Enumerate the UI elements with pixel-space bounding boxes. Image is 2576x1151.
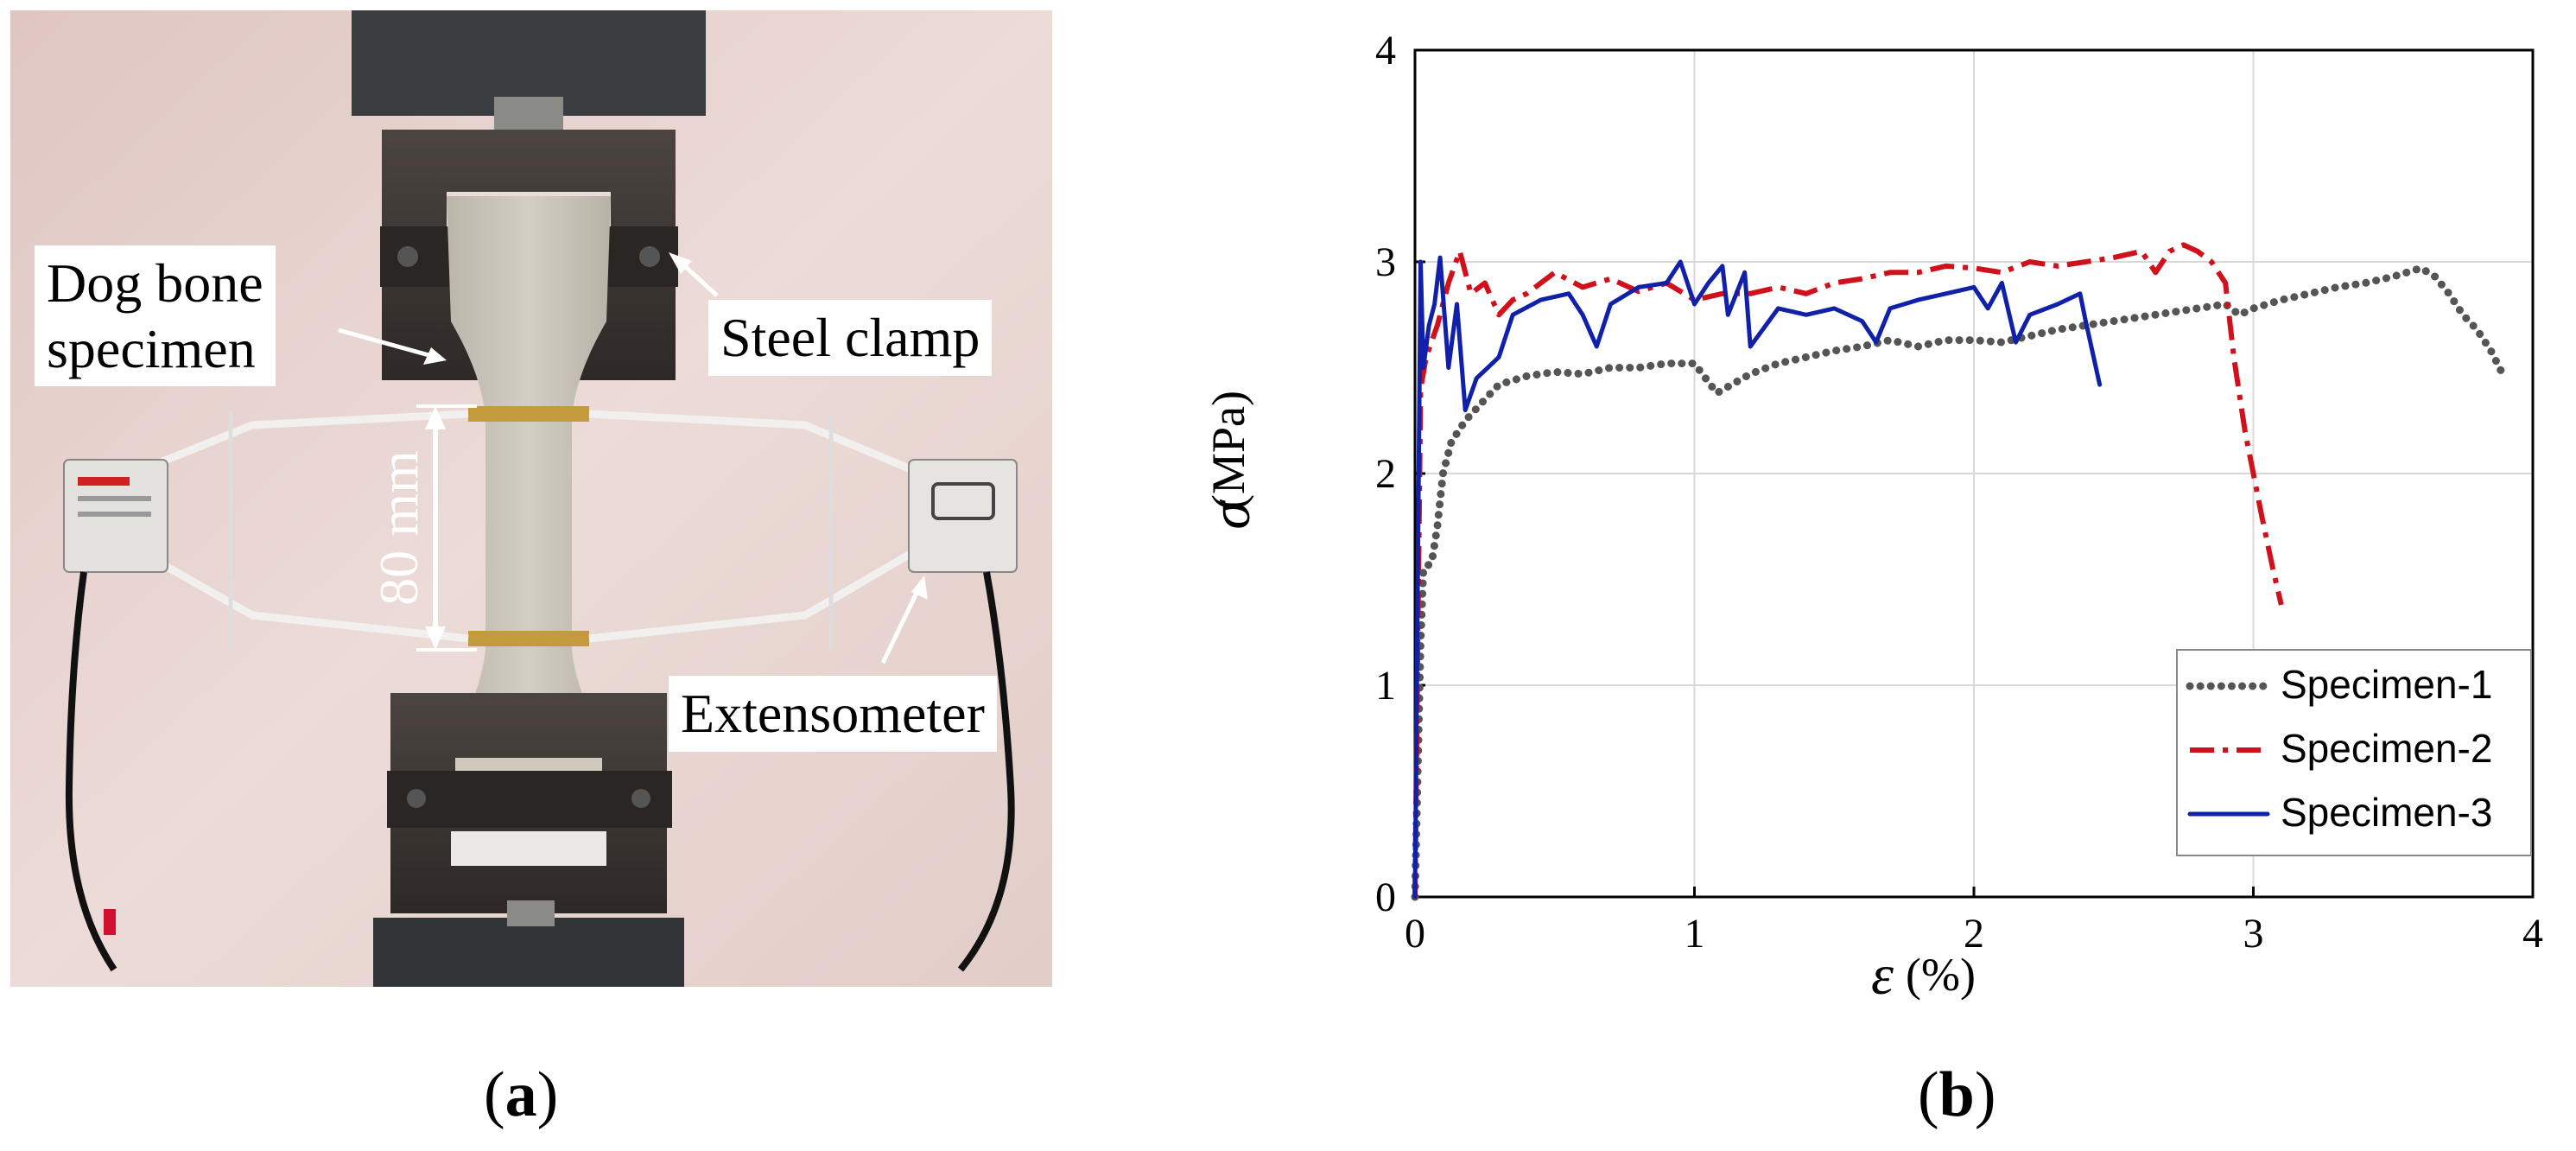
- x-tick-label: 4: [2522, 911, 2543, 957]
- upper-knife-edge: [468, 406, 589, 422]
- tick-labels: 0 1 2 3 4 0 1 2 3 4: [1375, 28, 2543, 957]
- extensometer-right: [908, 459, 1018, 573]
- legend-label-specimen-3: Specimen-3: [2281, 790, 2492, 835]
- label-dog-bone-specimen: Dog bone specimen: [35, 245, 276, 387]
- series: [1411, 242, 2509, 901]
- x-tick-label: 1: [1685, 911, 1705, 957]
- y-tick-label: 4: [1375, 28, 1396, 73]
- cable-right: [957, 571, 1015, 972]
- label-steel-clamp: Steel clamp: [708, 300, 993, 376]
- axes: [1413, 48, 2535, 899]
- extensometer-left: [63, 459, 168, 573]
- caption-a: (a): [484, 1059, 559, 1130]
- y-tick-label: 2: [1375, 451, 1396, 497]
- legend-label-specimen-2: Specimen-2: [2281, 726, 2492, 771]
- y-axis-unit: (MPa): [1202, 391, 1254, 510]
- x-axis-unit: (%): [1906, 949, 1976, 1001]
- cable-left: [65, 571, 117, 972]
- lower-knife-edge: [468, 631, 589, 646]
- label-dog-bone-line-2: specimen: [47, 317, 256, 379]
- y-axis-symbol: σ: [1199, 499, 1262, 530]
- caption-b-letter: b: [1938, 1059, 1975, 1130]
- series-line-specimen-1: [1411, 264, 2509, 901]
- legend-label-specimen-1: Specimen-1: [2281, 662, 2492, 707]
- annotation-pointers: [338, 252, 928, 665]
- label-dog-bone-line-1: Dog bone: [47, 252, 263, 314]
- label-extensometer: Extensometer: [669, 676, 997, 752]
- y-tick-label: 1: [1375, 663, 1396, 709]
- legend: Specimen-1 Specimen-2 Specimen-3: [2176, 649, 2532, 856]
- test-setup-photo: Dog bone specimen Steel clamp Extensomet…: [10, 10, 1052, 987]
- x-tick-label: 3: [2243, 911, 2264, 957]
- lower-steel-clamp: [387, 693, 672, 913]
- y-tick-label: 0: [1375, 874, 1396, 920]
- x-axis-symbol: ε: [1871, 944, 1894, 1007]
- series-line-specimen-3: [1412, 255, 2103, 900]
- x-tick-label: 0: [1405, 911, 1425, 957]
- bottom-grip: [373, 918, 684, 987]
- test-setup-illustration: [10, 10, 1052, 987]
- series-line-specimen-2: [1412, 242, 2284, 898]
- y-tick-label: 3: [1375, 239, 1396, 285]
- caption-a-letter: a: [504, 1059, 537, 1130]
- x-tick-label: 2: [1964, 911, 1984, 957]
- gauge-length-arrow: [416, 404, 477, 652]
- caption-b: (b): [1918, 1059, 1996, 1130]
- legend-box: [2176, 649, 2532, 856]
- label-gauge-length: 80 mm: [368, 450, 429, 606]
